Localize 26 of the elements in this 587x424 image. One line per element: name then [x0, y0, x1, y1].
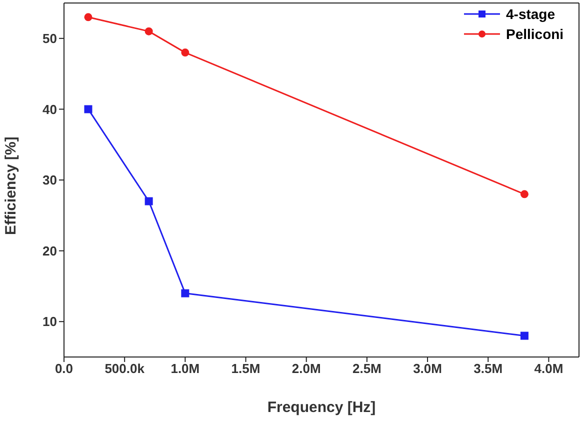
y-axis-title: Efficiency [%]	[2, 136, 20, 235]
legend-label: Pelliconi	[506, 26, 564, 42]
x-tick-label: 500.0k	[104, 361, 146, 376]
point	[84, 13, 92, 22]
point	[520, 190, 528, 198]
x-tick-label: 3.5M	[474, 361, 503, 376]
x-tick-label: 2.0M	[292, 361, 321, 376]
point	[144, 197, 153, 206]
x-axis-title: Frequency [Hz]	[267, 399, 376, 416]
x-tick-label: 3.0M	[413, 361, 442, 376]
point	[144, 27, 153, 36]
x-tick-label: 1.5M	[231, 361, 260, 376]
y-tick-label: 50	[42, 31, 57, 46]
point	[181, 289, 190, 298]
y-tick-label: 40	[42, 102, 57, 117]
x-tick-label: 0.0	[54, 361, 74, 376]
x-tick-label: 1.0M	[170, 361, 200, 376]
y-tick-label: 20	[42, 243, 57, 258]
x-tick-label: 4.0M	[534, 361, 564, 376]
y-tick-label: 10	[42, 314, 57, 330]
point	[520, 332, 528, 340]
x-tick-label: 2.5M	[352, 361, 382, 376]
point	[84, 105, 92, 114]
y-tick-label: 30	[42, 172, 57, 188]
legend-label: 4-stage	[506, 6, 556, 22]
point	[181, 48, 190, 57]
